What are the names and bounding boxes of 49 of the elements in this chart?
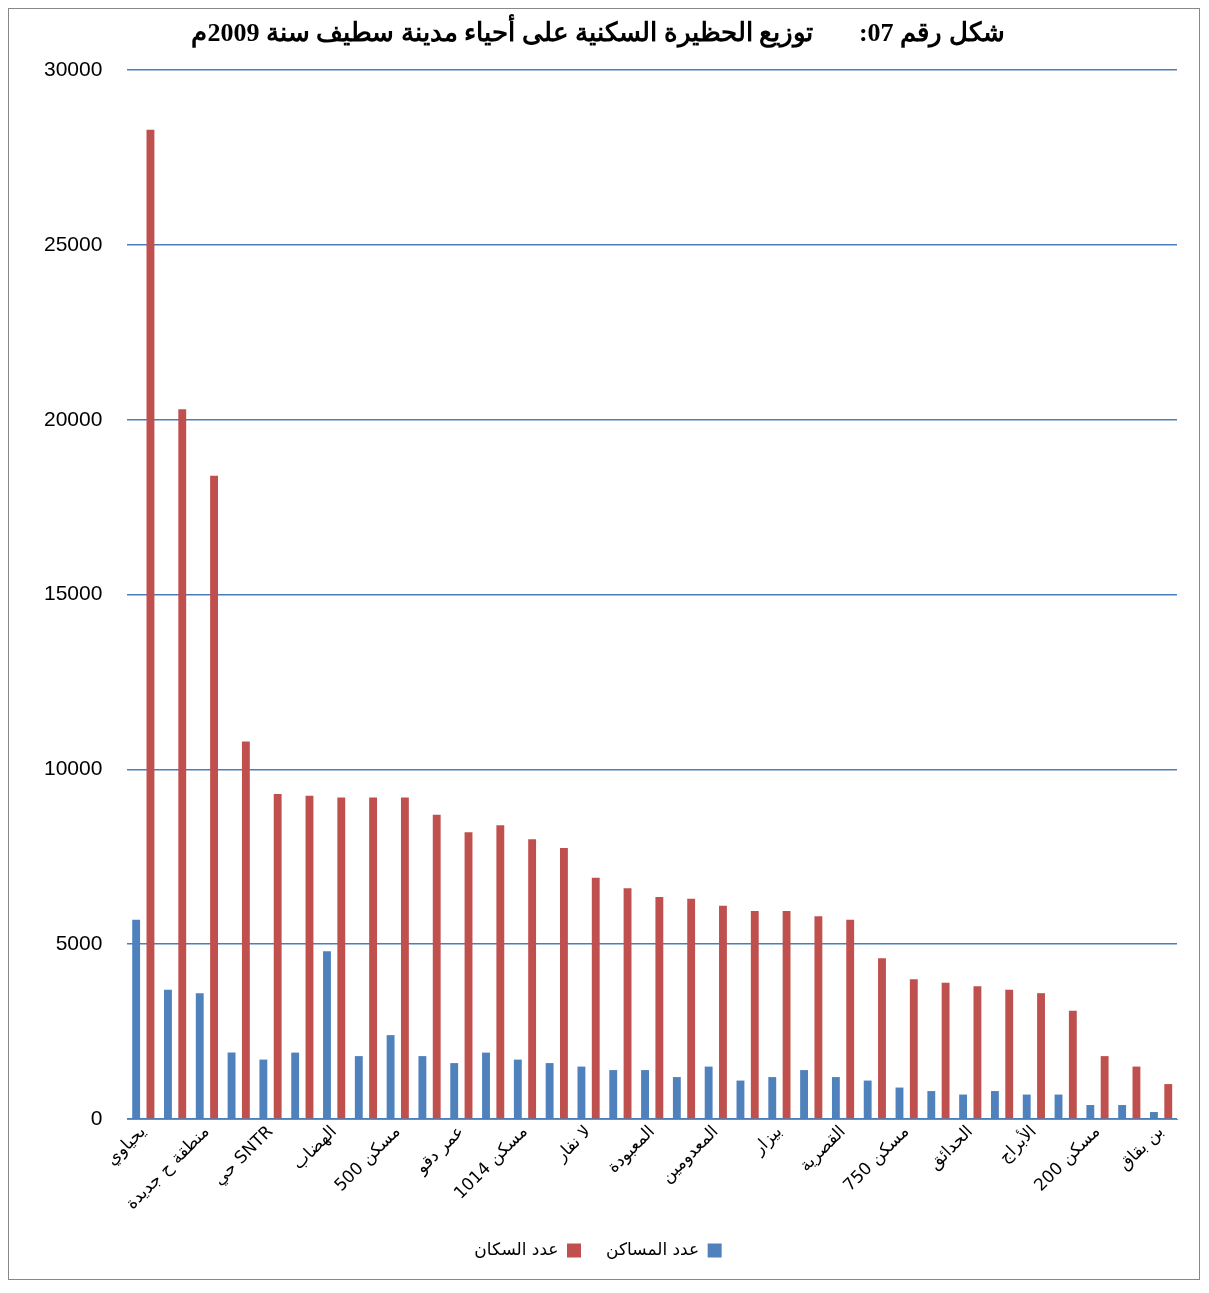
bar [909,979,918,1119]
bar [337,797,346,1119]
bar [941,982,950,1119]
x-tick-label: المعدومين [656,1121,722,1187]
bar [719,905,727,1119]
bar [878,958,886,1119]
x-tick-label: لا نفار [550,1121,595,1166]
bar [1164,1084,1173,1119]
bar [528,839,537,1119]
x-tick-label: بيزار [747,1121,786,1159]
bar [273,793,282,1119]
y-tick-label: 10000 [43,756,103,780]
x-tick-label: المعبودة [602,1121,659,1177]
bar [591,877,600,1119]
bar [1037,993,1045,1119]
y-tick-label: 20000 [43,406,103,430]
x-tick-label: حي SNTR [208,1120,278,1190]
bar [496,825,505,1119]
legend-label: عدد المساكن [606,1238,700,1259]
bar [687,898,696,1119]
y-tick-label: 5000 [55,931,103,955]
y-tick-label: 15000 [43,581,103,605]
chart-title: شكل رقم 07: توزيع الحظيرة السكنية على أحياء مدينة سطيف سنة 2009م [191,14,1005,49]
x-tick-label: يحياوي [101,1120,151,1170]
bar [782,911,791,1119]
bar [432,814,441,1119]
bar [241,741,250,1119]
bar [178,409,187,1119]
bar [210,475,218,1119]
y-tick-label: 25000 [43,231,103,255]
x-tick-label: الحدائق [924,1121,977,1173]
x-tick-label: بن بقاق [1114,1121,1168,1174]
bar [1100,1056,1109,1119]
bar [750,911,759,1119]
x-tick-label: عمر دقو [410,1121,468,1178]
bar [846,919,855,1119]
bar [814,916,823,1119]
bar [560,848,568,1119]
bar [1068,1010,1077,1119]
bar [973,986,982,1119]
bar [400,797,409,1119]
bar [655,897,664,1119]
x-tick-label: الأبراج [994,1121,1041,1168]
legend-label: عدد السكان [474,1238,559,1259]
x-tick-label: الهضاب [288,1121,341,1174]
y-tick-label: 30000 [43,57,103,80]
y-tick-label: 0 [90,1105,103,1129]
bar [1005,989,1014,1119]
bar [369,797,378,1119]
